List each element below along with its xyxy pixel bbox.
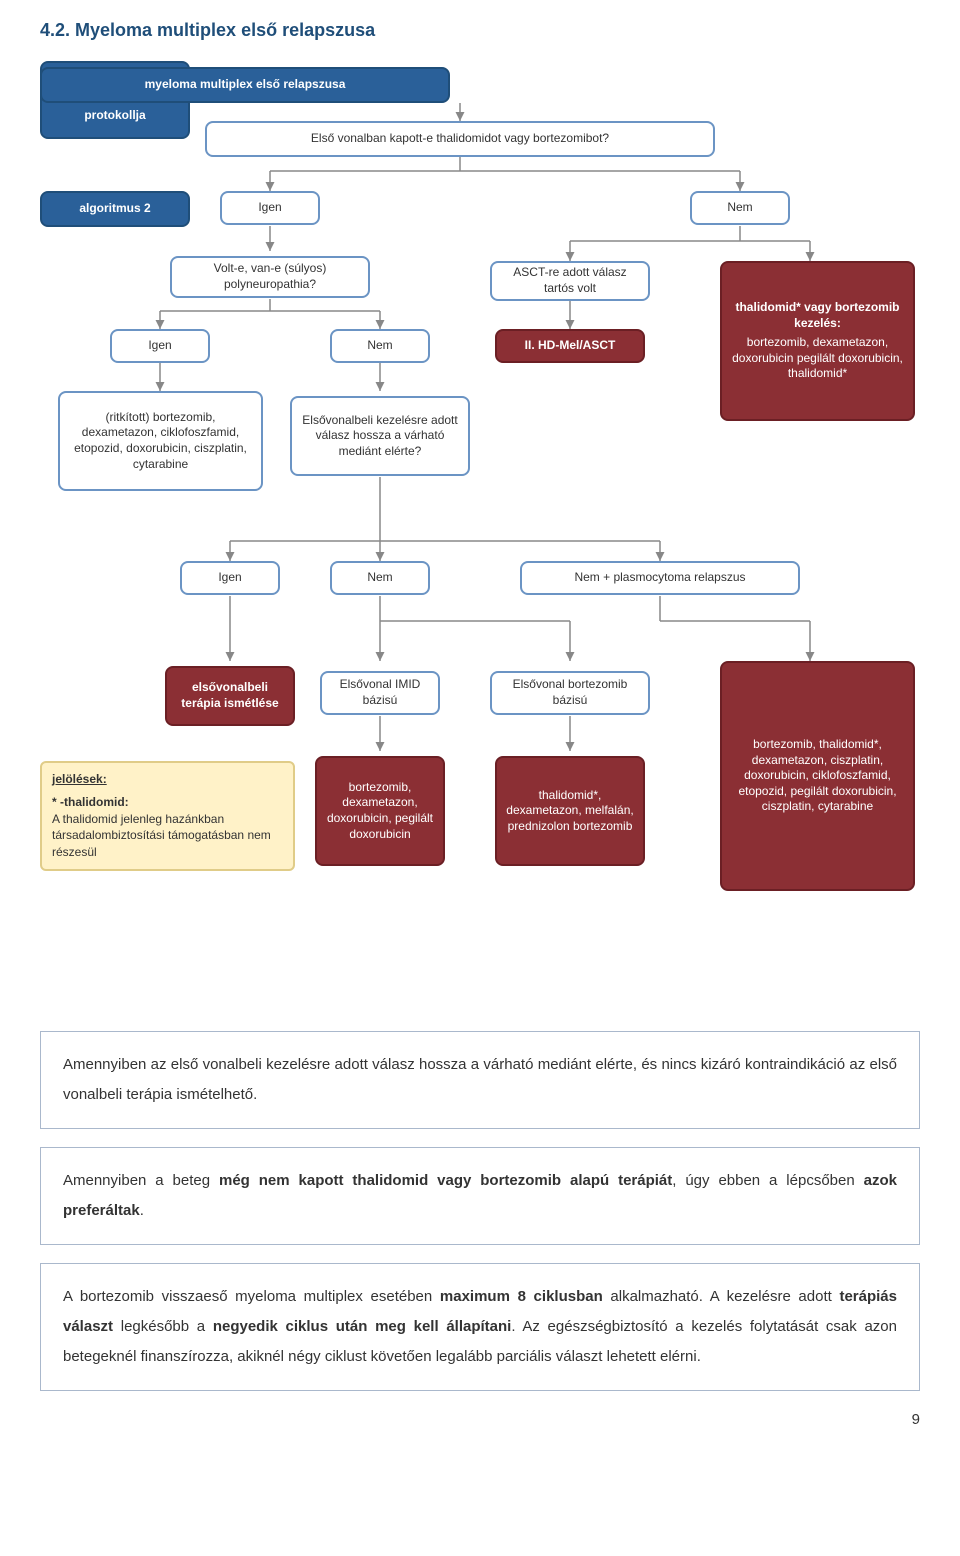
treat-plasmo-node: bortezomib, thalidomid*, dexametazon, ci…: [720, 661, 915, 891]
thal-bort-node: thalidomid* vagy bortezomib kezelés: bor…: [720, 261, 915, 421]
page-number: 9: [40, 1411, 920, 1428]
textbox-2: Amennyiben a beteg még nem kapott thalid…: [40, 1147, 920, 1245]
t2-bold1: még nem kapott thalidomid vagy bortezomi…: [219, 1172, 672, 1189]
nem2-node: Nem: [330, 329, 430, 363]
algo2-node: algoritmus 2: [40, 191, 190, 227]
treat1-node: (ritkított) bortezomib, dexametazon, cik…: [58, 391, 263, 491]
t2-pre: Amennyiben a beteg: [63, 1172, 219, 1189]
q1-node: Első vonalban kapott-e thalidomidot vagy…: [205, 121, 715, 157]
start-node: myeloma multiplex első relapszusa: [40, 67, 450, 103]
nem3-node: Nem: [330, 561, 430, 595]
imid-node: Elsővonal IMID bázisú: [320, 671, 440, 715]
legend-item-text: A thalidomid jelenleg hazánkban társadal…: [52, 812, 271, 860]
igen1-node: Igen: [220, 191, 320, 225]
t3-b1: maximum 8 ciklusban: [440, 1288, 603, 1305]
treat-bort-node: thalidomid*, dexametazon, melfalán, pred…: [495, 756, 645, 866]
nem1-node: Nem: [690, 191, 790, 225]
t3-b: alkalmazható. A kezelésre adott: [603, 1288, 840, 1305]
asct-resp-node: ASCT-re adott válasz tartós volt: [490, 261, 650, 301]
igen3-node: Igen: [180, 561, 280, 595]
treat-imid-node: bortezomib, dexametazon, doxorubicin, pe…: [315, 756, 445, 866]
t3-a: A bortezomib visszaeső myeloma multiplex…: [63, 1288, 440, 1305]
nem-plasmo-node: Nem + plasmocytoma relapszus: [520, 561, 800, 595]
textbox-1: Amennyiben az első vonalbeli kezelésre a…: [40, 1031, 920, 1129]
legend-item-label: * -thalidomid:: [52, 795, 129, 809]
igen2-node: Igen: [110, 329, 210, 363]
t3-c: legkésőbb a: [113, 1318, 213, 1335]
section-title: 4.2. Myeloma multiplex első relapszusa: [40, 20, 920, 41]
repeat-node: elsővonalbeli terápia ismétlése: [165, 666, 295, 726]
hdmel-node: II. HD-Mel/ASCT: [495, 329, 645, 363]
t2-end: .: [140, 1202, 144, 1219]
textbox-3: A bortezomib visszaeső myeloma multiplex…: [40, 1263, 920, 1391]
q2-node: Volt-e, van-e (súlyos) polyneuropathia?: [170, 256, 370, 298]
t2-mid: , úgy ebben a lépcsőben: [672, 1172, 863, 1189]
thal-bort-title: thalidomid* vagy bortezomib kezelés:: [730, 300, 905, 331]
t3-b3: negyedik ciklus után meg kell állapítani: [213, 1318, 512, 1335]
thal-bort-body: bortezomib, dexametazon, doxorubicin peg…: [730, 335, 905, 382]
flowchart: Myeloma multiplex finanszírozási protoko…: [40, 61, 920, 1001]
legend-box: jelölések: * -thalidomid: A thalidomid j…: [40, 761, 295, 871]
legend-title: jelölések:: [52, 771, 283, 788]
q3-node: Elsővonalbeli kezelésre adott válasz hos…: [290, 396, 470, 476]
bort-based-node: Elsővonal bortezomib bázisú: [490, 671, 650, 715]
